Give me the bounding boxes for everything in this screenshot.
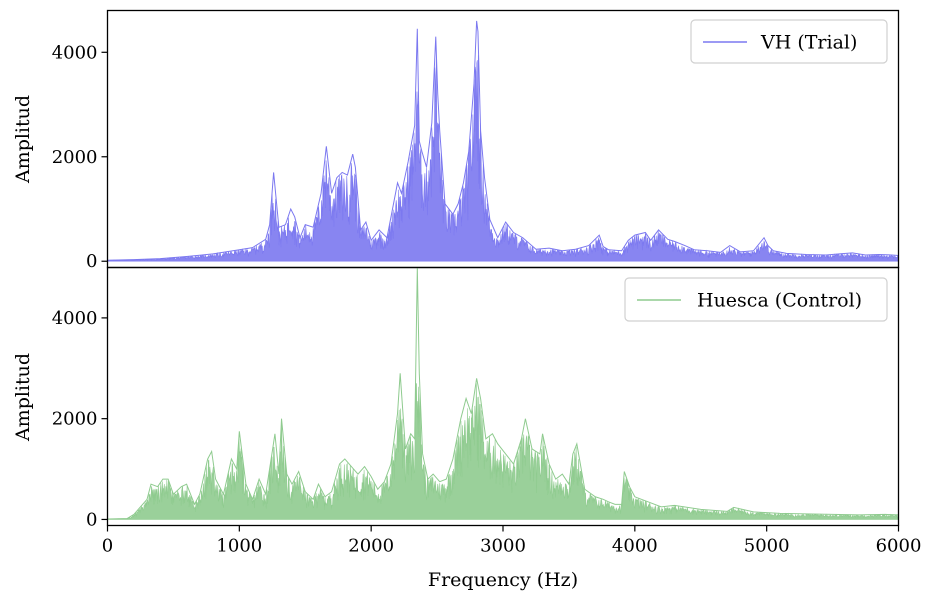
bottom-legend-box <box>624 277 888 322</box>
x-tick-label: 2000 <box>348 536 394 557</box>
top-subplot: 0 2000 4000 Amplitud VH (Trial) <box>12 9 900 272</box>
top-y-ticks: 0 2000 4000 <box>52 42 108 272</box>
x-tick-label: 6000 <box>876 536 922 557</box>
top-legend: VH (Trial) <box>690 19 888 64</box>
x-tick-label: 1000 <box>216 536 262 557</box>
bottom-series-line <box>107 267 899 520</box>
top-legend-box <box>690 19 888 64</box>
bottom-subplot: 0 2000 4000 0 1000 2000 3000 4000 5000 6000 Ampl… <box>12 266 922 591</box>
x-tick-label: 4000 <box>612 536 658 557</box>
x-axis-label: Frequency (Hz) <box>428 569 578 591</box>
bottom-series-area <box>107 383 899 520</box>
bottom-y-tick-label: 0 <box>86 509 97 530</box>
top-series-line <box>107 20 899 261</box>
vh-trial-area-series <box>107 20 899 262</box>
huesca-control-area-series <box>107 267 899 520</box>
x-tick-label: 5000 <box>744 536 790 557</box>
bottom-y-tick-label: 2000 <box>52 409 98 430</box>
x-tick-label: 0 <box>102 536 113 557</box>
x-tick-label: 3000 <box>480 536 526 557</box>
bottom-legend: Huesca (Control) <box>624 277 888 322</box>
top-y-tick-label: 4000 <box>52 42 98 63</box>
top-legend-label: VH (Trial) <box>760 32 857 54</box>
top-series-area <box>107 55 899 262</box>
bottom-y-axis-label: Amplitud <box>12 353 34 442</box>
top-y-tick-label: 0 <box>86 251 97 272</box>
bottom-legend-label: Huesca (Control) <box>697 290 862 312</box>
bottom-x-ticks: 0 1000 2000 3000 4000 5000 6000 <box>102 525 922 557</box>
bottom-y-ticks: 0 2000 4000 <box>52 308 108 530</box>
top-y-tick-label: 2000 <box>52 147 98 168</box>
top-y-axis-label: Amplitud <box>12 95 34 184</box>
bottom-y-tick-label: 4000 <box>52 308 98 329</box>
